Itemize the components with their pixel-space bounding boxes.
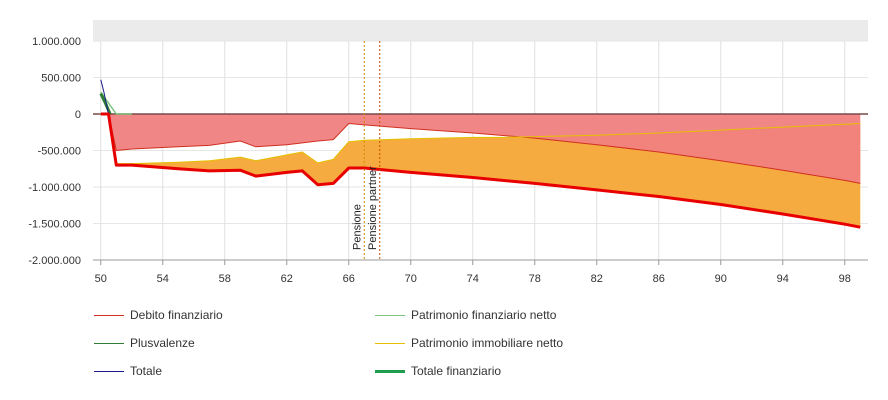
series-line-totale-finanziario [100, 112, 861, 229]
series-line-plusvalenze [99, 92, 112, 115]
legend-item-debito-finanziario[interactable]: Debito finanziario [94, 308, 223, 322]
legend-swatch [94, 370, 124, 372]
y-tick-label: 500.000 [41, 73, 81, 85]
marker-label-pensione: Pensione [351, 204, 363, 250]
chart: 1.000.000 500.000 0 -500.000 -1.000.000 -1.50… [28, 20, 868, 285]
x-tick-label: 66 [343, 273, 355, 285]
legend-label: Patrimonio finanziario netto [411, 308, 557, 322]
x-tick-label: 98 [839, 273, 851, 285]
legend-item-plusvalenze[interactable]: Plusvalenze [94, 336, 195, 350]
y-tick-label: -1.500.000 [28, 219, 81, 231]
legend-swatch [94, 314, 124, 316]
legend-label: Totale [130, 364, 163, 378]
series-line-patrimonio-immobiliare-netto [100, 113, 861, 165]
legend-swatch [375, 369, 405, 373]
legend-item-patrimonio-immobiliare-netto[interactable]: Patrimonio immobiliare netto [375, 336, 563, 350]
x-tick-label: 54 [157, 273, 169, 285]
legend-item-totale[interactable]: Totale [94, 364, 162, 378]
x-tick-label: 86 [653, 273, 665, 285]
y-tick-label: -2.000.000 [28, 255, 81, 267]
legend-label: Totale finanziario [411, 364, 502, 378]
x-tick-label: 50 [95, 273, 107, 285]
y-tick-label: -500.000 [38, 146, 81, 158]
legend-swatch [375, 314, 405, 316]
x-tick-label: 82 [591, 273, 603, 285]
x-tick-label: 78 [529, 273, 541, 285]
area-debito-finanziario [100, 114, 861, 184]
x-tick-label: 74 [467, 273, 479, 285]
plot-top-band [93, 20, 868, 41]
legend: Debito finanziario Patrimonio finanziari… [0, 300, 888, 390]
x-tick-label: 90 [715, 273, 727, 285]
y-tick-label: 0 [75, 109, 81, 121]
x-tick-label: 94 [777, 273, 789, 285]
y-tick-label: -1.000.000 [28, 182, 81, 194]
series-line-totale [100, 79, 109, 115]
legend-swatch [375, 342, 405, 344]
legend-item-totale-finanziario[interactable]: Totale finanziario [375, 364, 501, 378]
y-tick-label: 1.000.000 [32, 36, 81, 48]
marker-label-pensione-partner: Pensione partner [367, 166, 379, 250]
x-tick-label: 62 [281, 273, 293, 285]
x-tick-label: 70 [405, 273, 417, 285]
legend-swatch [94, 342, 124, 344]
legend-label: Debito finanziario [130, 308, 223, 322]
legend-label: Patrimonio immobiliare netto [411, 336, 564, 350]
legend-label: Plusvalenze [130, 336, 195, 350]
series-line-debito-finanziario [100, 113, 861, 184]
x-tick-label: 58 [219, 273, 231, 285]
legend-item-patrimonio-finanziario-netto[interactable]: Patrimonio finanziario netto [375, 308, 556, 322]
